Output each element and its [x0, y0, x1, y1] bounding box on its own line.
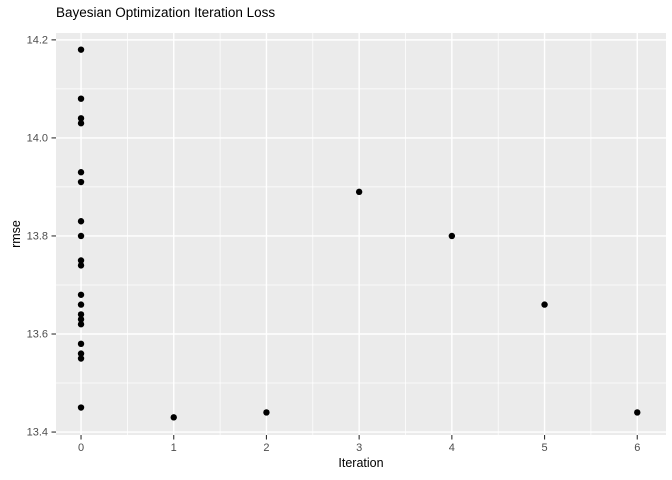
data-point	[448, 232, 456, 240]
data-point	[77, 257, 85, 264]
y-axis-title: rmse	[9, 220, 23, 248]
data-point	[77, 232, 85, 240]
y-tick-label: 14.2	[27, 34, 48, 46]
data-point	[77, 291, 85, 298]
y-tick-label: 14.0	[27, 132, 48, 144]
data-point	[77, 46, 85, 53]
data-point	[77, 178, 85, 186]
data-point	[77, 218, 85, 225]
panel-background	[56, 33, 666, 435]
data-point	[634, 409, 641, 416]
data-point	[77, 262, 85, 269]
x-tick-label: 4	[449, 442, 455, 454]
x-tick-label: 6	[634, 442, 640, 454]
data-point	[77, 316, 85, 323]
data-point	[77, 340, 85, 348]
data-point	[77, 321, 85, 328]
data-point	[541, 301, 548, 308]
y-tick-label: 13.4	[27, 427, 48, 439]
x-tick-label: 2	[263, 442, 269, 454]
x-tick-label: 1	[171, 442, 177, 454]
data-point	[77, 301, 85, 308]
data-point	[77, 169, 85, 176]
x-tick-label: 0	[78, 442, 84, 454]
data-point	[263, 409, 270, 416]
data-point	[77, 350, 85, 357]
data-point	[77, 115, 85, 122]
chart-title: Bayesian Optimization Iteration Loss	[56, 5, 276, 20]
y-tick-label: 13.6	[27, 329, 48, 341]
data-point	[77, 311, 85, 318]
x-axis-title: Iteration	[338, 456, 384, 470]
x-tick-label: 5	[541, 442, 547, 454]
y-tick-label: 13.8	[27, 230, 48, 242]
data-point	[77, 95, 85, 102]
x-tick-label: 3	[356, 442, 362, 454]
data-point	[77, 355, 85, 362]
data-point	[77, 404, 85, 411]
data-point	[355, 188, 363, 196]
data-point	[170, 414, 177, 421]
data-point	[77, 120, 85, 127]
